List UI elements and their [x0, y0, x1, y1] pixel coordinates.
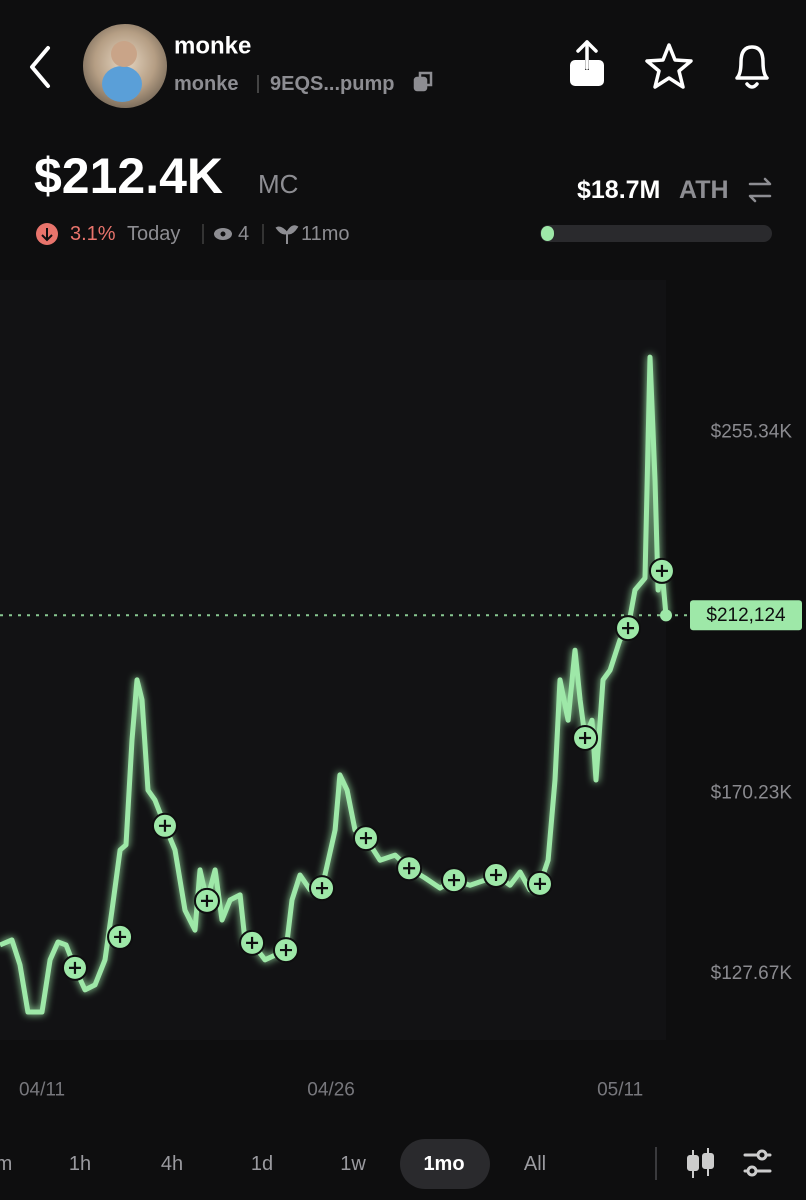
- trade-marker: [483, 861, 510, 888]
- x-tick-label: 04/11: [19, 1080, 65, 1101]
- current-price-label: $212,124: [706, 605, 786, 626]
- current-price-badge: [690, 600, 802, 631]
- trade-marker-icon: [114, 930, 127, 943]
- ath-progress-track: [540, 225, 772, 242]
- change-period: Today: [127, 223, 180, 245]
- trade-marker-icon: [279, 944, 292, 957]
- ath-progress-fill: [541, 226, 554, 241]
- trade-marker: [526, 870, 553, 897]
- trade-marker-icon: [403, 862, 416, 875]
- token-address: 9EQS...pump: [270, 73, 394, 95]
- market-cap-label: MC: [258, 169, 298, 199]
- timeframe-option[interactable]: 1h: [69, 1153, 91, 1175]
- token-name: monke: [174, 33, 251, 60]
- token-age: 11mo: [301, 223, 350, 245]
- trade-marker-icon: [579, 731, 592, 744]
- price-chart: $255.34K $170.23K $127.67K 04/11 04/26 05/11 $…: [0, 354, 802, 1101]
- trade-marker: [151, 812, 178, 839]
- trade-marker: [239, 929, 266, 956]
- x-tick-label: 04/26: [307, 1080, 355, 1101]
- copy-button[interactable]: [413, 71, 433, 92]
- timeframe-option[interactable]: m: [0, 1153, 12, 1175]
- trade-marker-icon: [158, 819, 171, 832]
- token-ticker: monke: [174, 73, 238, 95]
- settings-button[interactable]: [743, 1149, 772, 1177]
- trade-marker-icon: [622, 622, 635, 635]
- timeframe-option[interactable]: All: [524, 1153, 546, 1175]
- watchers: 4: [238, 223, 249, 245]
- trade-marker-icon: [246, 936, 259, 949]
- avatar: [83, 24, 167, 108]
- trade-marker: [352, 825, 379, 852]
- y-tick-label: $170.23K: [711, 783, 793, 804]
- trade-marker-icon: [316, 882, 329, 895]
- trade-marker-icon: [490, 868, 503, 881]
- price-change: 3.1%: [70, 223, 116, 245]
- ath-value: $18.7M: [577, 176, 660, 204]
- trade-marker-icon: [68, 961, 81, 974]
- candle-toggle[interactable]: [687, 1148, 714, 1178]
- age-icon: [275, 225, 299, 244]
- share-button[interactable]: [570, 40, 604, 86]
- timeframe-option[interactable]: 1w: [340, 1153, 366, 1175]
- favorite-button[interactable]: [645, 43, 693, 89]
- y-tick-label: $127.67K: [711, 963, 793, 984]
- trade-marker-icon: [655, 564, 668, 577]
- ath-label: ATH: [679, 176, 729, 204]
- trade-marker-icon: [200, 894, 213, 907]
- y-tick-label: $255.34K: [711, 422, 793, 443]
- swap-button[interactable]: [748, 177, 772, 203]
- market-cap: $212.4K: [34, 148, 223, 204]
- timeframe-selector: m 1h 4h 1d 1w 1mo All: [0, 1153, 546, 1175]
- trade-marker: [193, 887, 220, 914]
- trade-marker: [615, 615, 642, 642]
- trade-marker-icon: [448, 874, 461, 887]
- trade-marker: [309, 875, 336, 902]
- x-tick-label: 05/11: [597, 1080, 643, 1101]
- trade-marker: [441, 867, 468, 894]
- trade-marker-icon: [533, 877, 546, 890]
- trade-marker: [396, 855, 423, 882]
- timeframe-option[interactable]: 1mo: [423, 1153, 464, 1175]
- back-button[interactable]: [30, 46, 50, 88]
- change-icon: [36, 223, 58, 245]
- trade-marker: [572, 724, 599, 751]
- last-point: [660, 609, 672, 622]
- trade-marker: [107, 923, 134, 950]
- trade-marker: [272, 937, 299, 964]
- trade-marker: [648, 557, 675, 584]
- trade-marker-icon: [359, 832, 372, 845]
- alert-button[interactable]: [735, 45, 769, 89]
- trade-marker: [61, 954, 88, 981]
- eye-icon: [214, 228, 232, 240]
- timeframe-option[interactable]: 1d: [251, 1153, 273, 1175]
- timeframe-option[interactable]: 4h: [161, 1153, 183, 1175]
- timeframe-selected-pill: [400, 1139, 490, 1189]
- chart-area: [0, 280, 666, 1040]
